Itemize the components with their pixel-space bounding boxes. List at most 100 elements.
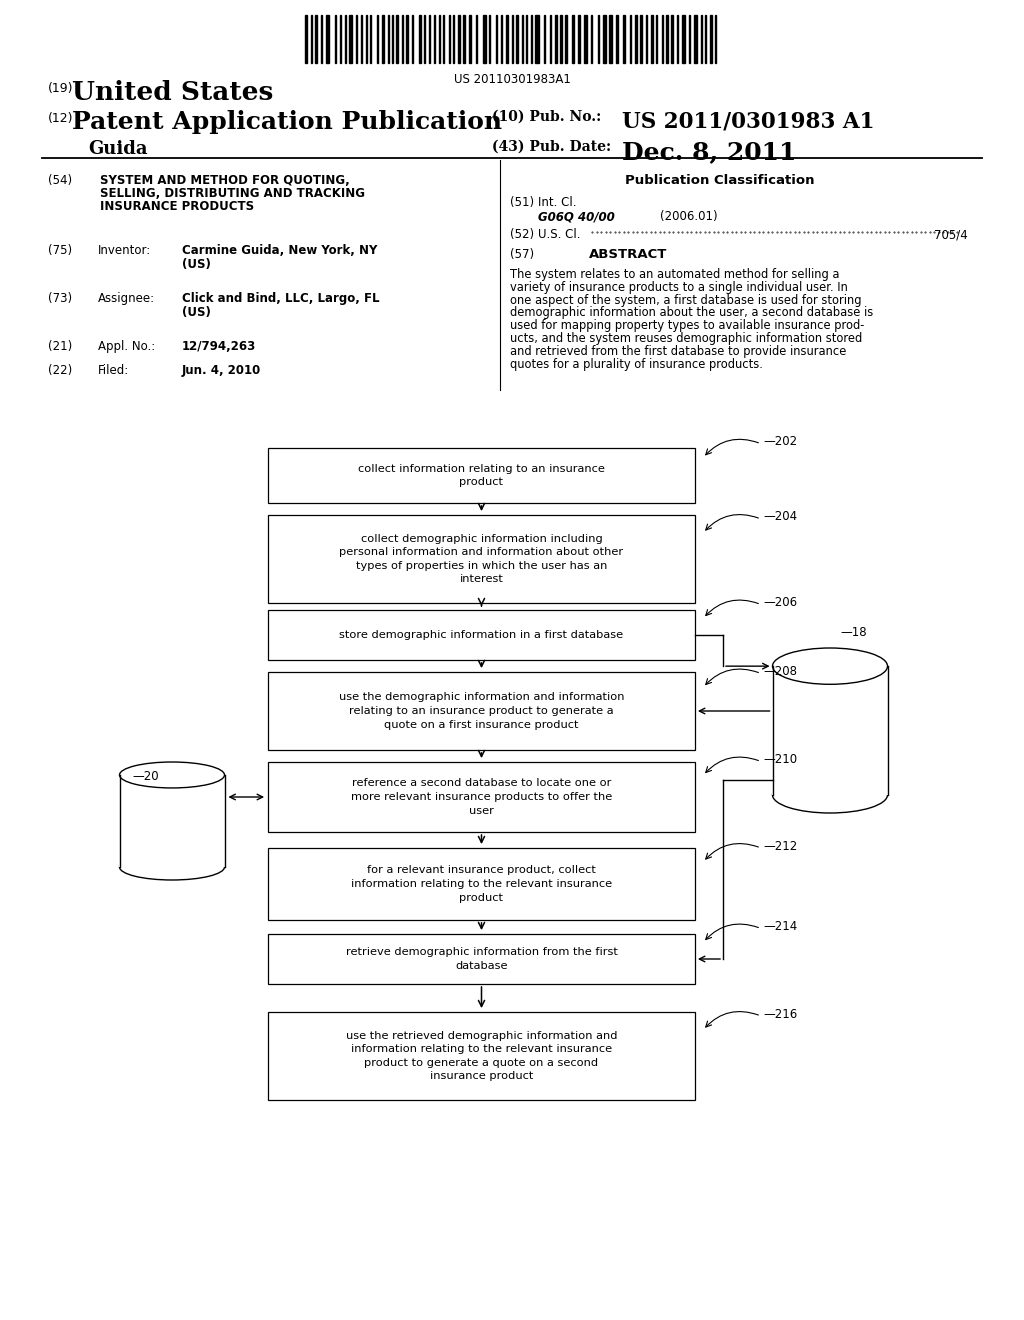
Bar (667, 15, 668, 63)
Bar (506, 15, 508, 63)
Bar (361, 15, 362, 63)
Bar (609, 15, 612, 63)
Text: Click and Bind, LLC, Largo, FL: Click and Bind, LLC, Largo, FL (182, 292, 380, 305)
Text: (10) Pub. No.:: (10) Pub. No.: (492, 110, 601, 124)
Bar (578, 15, 580, 63)
Text: United States: United States (72, 81, 273, 106)
Text: (73): (73) (48, 292, 72, 305)
Bar (463, 15, 465, 63)
Text: 705/4: 705/4 (934, 228, 968, 242)
Bar (424, 15, 425, 63)
Text: (57): (57) (510, 248, 535, 261)
Bar (268, 515, 695, 603)
Text: Appl. No.:: Appl. No.: (98, 341, 156, 352)
Bar (119, 853, 225, 867)
Text: ABSTRACT: ABSTRACT (589, 248, 668, 261)
Bar (560, 15, 562, 63)
Bar (772, 667, 888, 795)
Bar (693, 15, 696, 63)
Bar (565, 15, 567, 63)
Bar (321, 15, 322, 63)
Bar (268, 610, 695, 660)
Text: —212: —212 (763, 840, 798, 853)
Bar (396, 15, 397, 63)
Text: (19): (19) (48, 82, 74, 95)
Text: for a relevant insurance product, collect
information relating to the relevant i: for a relevant insurance product, collec… (351, 866, 612, 903)
Bar (268, 847, 695, 920)
Bar (349, 15, 352, 63)
Bar (469, 15, 471, 63)
Text: Int. Cl.: Int. Cl. (538, 195, 577, 209)
Text: ucts, and the system reuses demographic information stored: ucts, and the system reuses demographic … (510, 333, 862, 345)
Text: used for mapping property types to available insurance prod-: used for mapping property types to avail… (510, 319, 864, 333)
Text: (2006.01): (2006.01) (660, 210, 718, 223)
Bar (598, 15, 599, 63)
Text: —206: —206 (763, 597, 797, 609)
Text: —20: —20 (132, 770, 159, 783)
Bar (120, 775, 224, 867)
Bar (624, 15, 626, 63)
Text: Filed:: Filed: (98, 364, 129, 378)
Bar (382, 15, 384, 63)
Text: Inventor:: Inventor: (98, 244, 152, 257)
Bar (771, 776, 889, 795)
Bar (458, 15, 460, 63)
Bar (407, 15, 408, 63)
Text: Guida: Guida (88, 140, 147, 158)
Text: —210: —210 (763, 752, 797, 766)
Bar (496, 15, 497, 63)
Bar (651, 15, 653, 63)
Bar (366, 15, 367, 63)
Text: (12): (12) (48, 112, 74, 125)
Text: variety of insurance products to a single individual user. In: variety of insurance products to a singl… (510, 281, 848, 294)
Text: Assignee:: Assignee: (98, 292, 155, 305)
Bar (677, 15, 678, 63)
Text: store demographic information in a first database: store demographic information in a first… (339, 630, 624, 640)
Bar (671, 15, 673, 63)
Bar (268, 935, 695, 983)
Bar (700, 15, 701, 63)
Bar (682, 15, 685, 63)
Text: (43) Pub. Date:: (43) Pub. Date: (492, 140, 611, 154)
Text: (21): (21) (48, 341, 73, 352)
Bar (705, 15, 707, 63)
Ellipse shape (120, 762, 224, 788)
Bar (305, 15, 306, 63)
Bar (429, 15, 430, 63)
Bar (335, 15, 336, 63)
Text: collect information relating to an insurance
product: collect information relating to an insur… (358, 463, 605, 487)
Bar (370, 15, 372, 63)
Text: collect demographic information including
personal information and information a: collect demographic information includin… (339, 533, 624, 585)
Text: demographic information about the user, a second database is: demographic information about the user, … (510, 306, 873, 319)
Text: The system relates to an automated method for selling a: The system relates to an automated metho… (510, 268, 840, 281)
Text: use the demographic information and information
relating to an insurance product: use the demographic information and info… (339, 693, 625, 730)
Text: G06Q 40/00: G06Q 40/00 (538, 210, 614, 223)
Bar (268, 1012, 695, 1100)
Text: US 2011/0301983 A1: US 2011/0301983 A1 (622, 110, 874, 132)
Text: —216: —216 (763, 1007, 798, 1020)
Ellipse shape (772, 776, 888, 813)
Bar (419, 15, 421, 63)
Bar (453, 15, 455, 63)
Bar (711, 15, 712, 63)
Text: Publication Classification: Publication Classification (626, 174, 815, 187)
Bar (392, 15, 393, 63)
Bar (656, 15, 657, 63)
Text: Carmine Guida, New York, NY: Carmine Guida, New York, NY (182, 244, 378, 257)
Text: use the retrieved demographic information and
information relating to the releva: use the retrieved demographic informatio… (346, 1031, 617, 1081)
Text: (51): (51) (510, 195, 535, 209)
Text: INSURANCE PRODUCTS: INSURANCE PRODUCTS (100, 201, 254, 213)
Bar (536, 15, 539, 63)
Text: (US): (US) (182, 306, 211, 319)
Text: —18: —18 (840, 626, 866, 639)
Text: quotes for a plurality of insurance products.: quotes for a plurality of insurance prod… (510, 358, 763, 371)
Text: (US): (US) (182, 257, 211, 271)
Text: US 20110301983A1: US 20110301983A1 (454, 73, 570, 86)
Text: —214: —214 (763, 920, 798, 933)
Text: Dec. 8, 2011: Dec. 8, 2011 (622, 140, 797, 164)
Text: (22): (22) (48, 364, 73, 378)
Bar (602, 15, 606, 63)
Text: (52): (52) (510, 228, 535, 242)
Bar (345, 15, 346, 63)
Bar (526, 15, 527, 63)
